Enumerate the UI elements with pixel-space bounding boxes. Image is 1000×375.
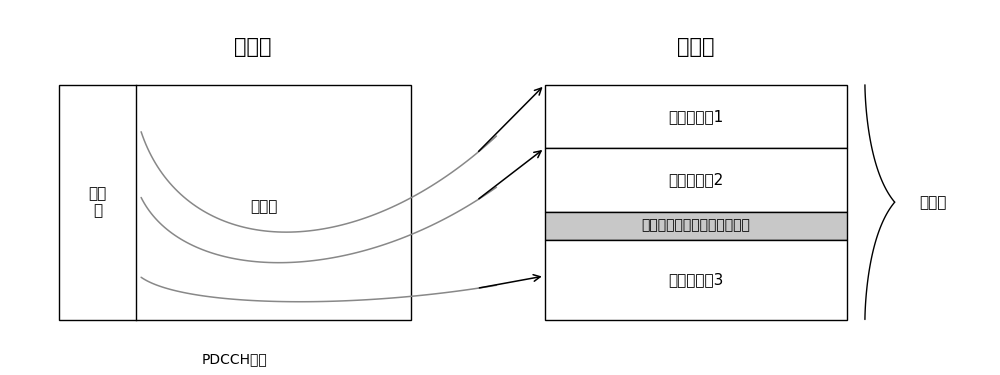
Bar [545,240,847,320]
Text: PDCCH调度: PDCCH调度 [202,352,268,366]
Bar [59,85,411,320]
Text: 分配给终端3: 分配给终端3 [668,272,724,287]
Bar [545,211,847,240]
Text: 分配给终端1: 分配给终端1 [668,109,723,124]
Bar [545,85,847,148]
Text: 窄带干扰信号占用（不分配）: 窄带干扰信号占用（不分配） [641,219,750,232]
Bar [545,148,847,211]
Text: 数据域: 数据域 [919,195,947,210]
Text: 控制
域: 控制 域 [88,186,107,218]
Text: 主载波: 主载波 [234,38,271,57]
Text: 辅载波: 辅载波 [677,38,715,57]
Text: 数据域: 数据域 [250,200,277,214]
Text: 分配给终端2: 分配给终端2 [668,172,723,188]
